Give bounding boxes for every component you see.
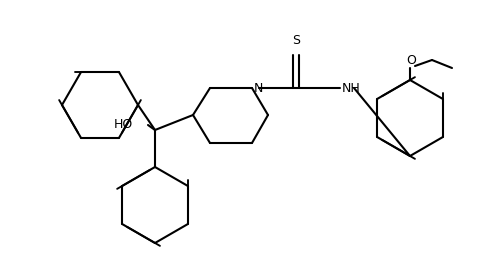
Text: S: S [292, 34, 300, 47]
Text: O: O [406, 54, 416, 67]
Text: HO: HO [114, 118, 133, 132]
Text: N: N [254, 81, 263, 95]
Text: NH: NH [342, 82, 361, 96]
